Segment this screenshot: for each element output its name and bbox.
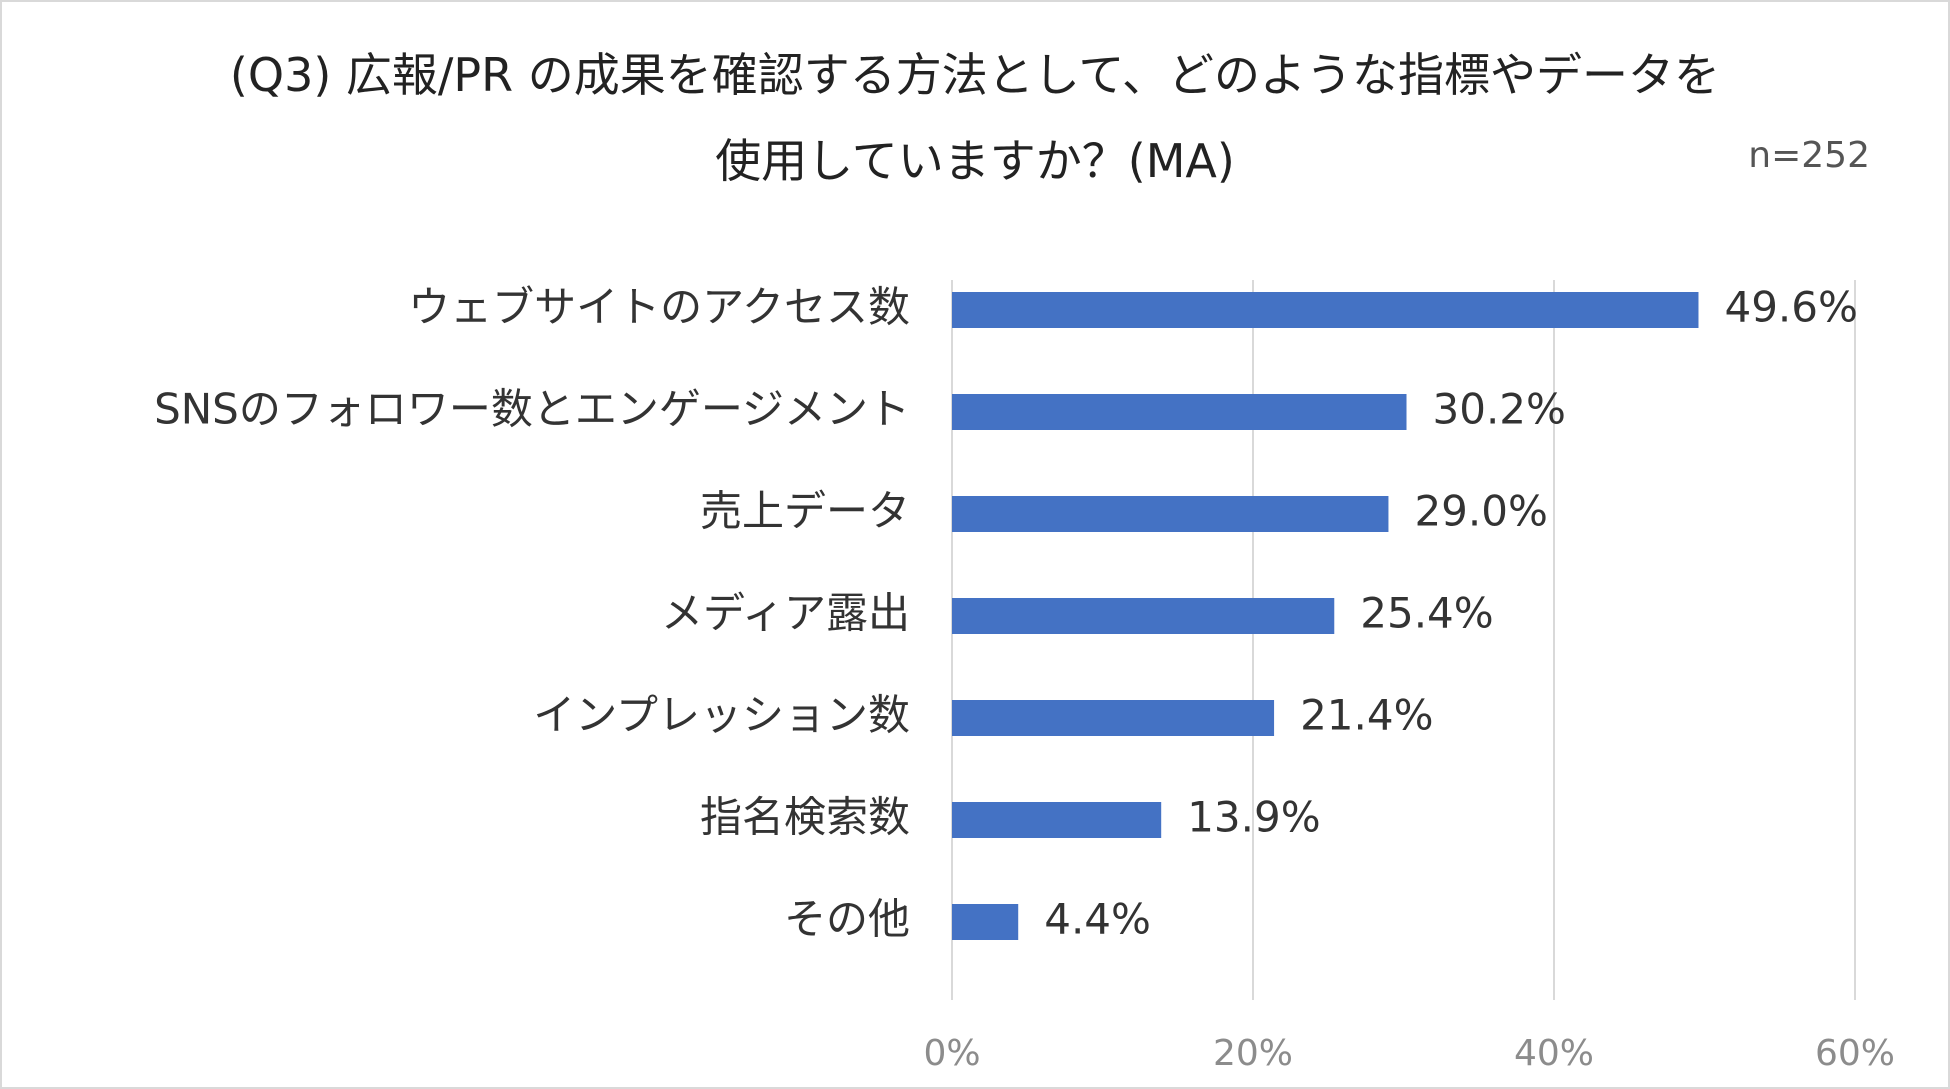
data-label: 30.2%	[1433, 385, 1566, 434]
data-label: 13.9%	[1187, 793, 1320, 842]
category-label: 指名検索数	[700, 793, 910, 842]
category-label: インプレッション数	[533, 691, 910, 740]
x-tick-label: 0%	[923, 1033, 980, 1074]
chart-title-line-2: 使用していますか？(MA)	[715, 134, 1235, 188]
x-tick-label: 40%	[1514, 1033, 1594, 1074]
bar	[952, 700, 1275, 736]
category-label: SNSのフォロワー数とエンゲージメント	[154, 385, 910, 434]
category-label: その他	[784, 895, 910, 944]
labels: 0% 20% 40% 60% ウェブサイトのアクセス数 49.6% SNSのフォロワー数とエ…	[154, 283, 1895, 1075]
data-label: 25.4%	[1360, 589, 1493, 638]
bars	[952, 292, 1699, 940]
category-label: ウェブサイトのアクセス数	[408, 283, 910, 332]
bar	[952, 292, 1699, 328]
bar	[952, 394, 1407, 430]
category-label: メディア露出	[661, 589, 910, 638]
sample-size-label: n=252	[1748, 135, 1870, 176]
data-label: 21.4%	[1300, 691, 1433, 740]
bar	[952, 802, 1162, 838]
x-tick-label: 60%	[1815, 1033, 1895, 1074]
category-label: 売上データ	[700, 487, 910, 536]
x-tick-label: 20%	[1213, 1033, 1293, 1074]
data-label: 49.6%	[1724, 283, 1857, 332]
chart-title-line-1: (Q3) 広報/PR の成果を確認する方法として、どのような指標やデータを	[229, 48, 1721, 102]
bar	[952, 598, 1335, 634]
gridlines	[951, 280, 1856, 1000]
bar	[952, 496, 1389, 532]
data-label: 4.4%	[1044, 895, 1151, 944]
bar	[952, 904, 1019, 940]
data-label: 29.0%	[1414, 487, 1547, 536]
